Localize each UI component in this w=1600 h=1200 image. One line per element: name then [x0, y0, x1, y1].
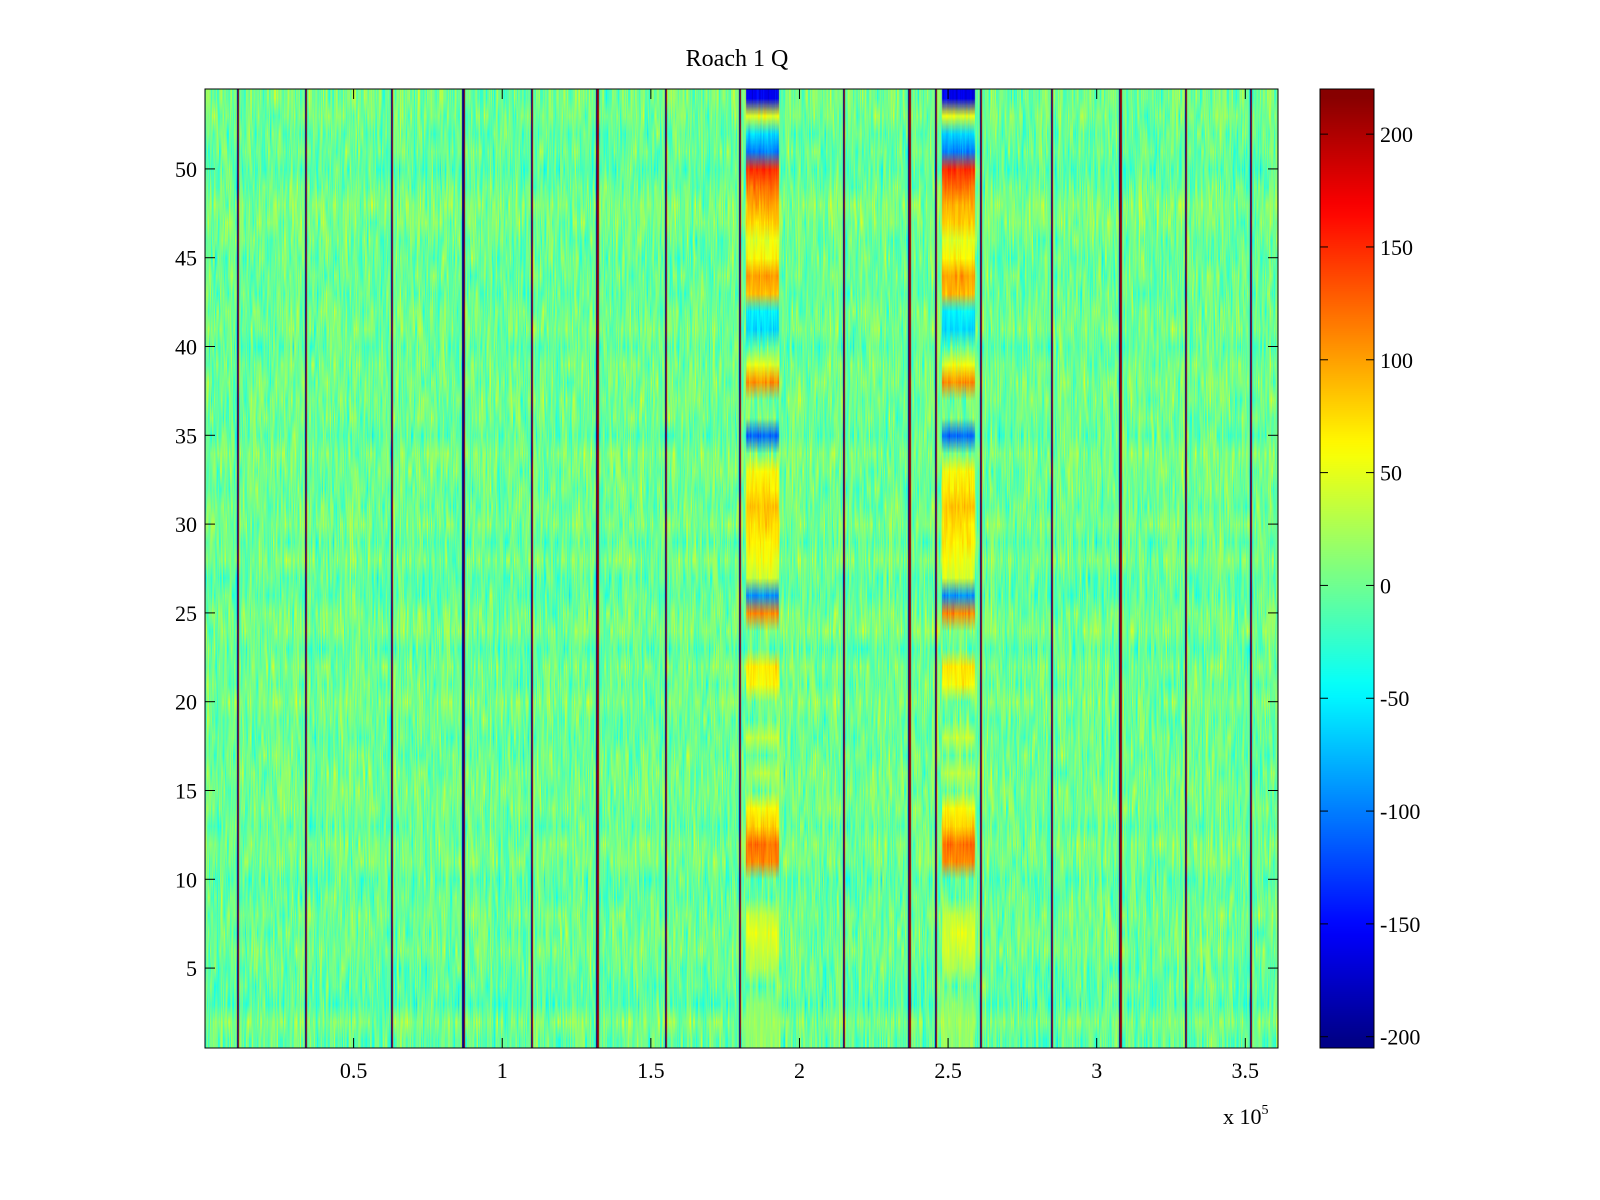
y-tick-label: 5 [186, 956, 197, 981]
colorbar-tick-label: 200 [1380, 122, 1413, 147]
y-tick-label: 25 [175, 601, 197, 626]
x-multiplier-exponent: 5 [1262, 1103, 1269, 1118]
x-multiplier-base: x 10 [1223, 1104, 1262, 1129]
y-tick-label: 15 [175, 778, 197, 803]
x-tick-label: 0.5 [340, 1058, 368, 1083]
x-tick-label: 1.5 [637, 1058, 665, 1083]
x-axis: 0.5 1 1.5 2 2.5 3 3.5 [340, 89, 1259, 1083]
colorbar-frame [1319, 88, 1375, 1049]
x-axis-multiplier: x 105 [1223, 1103, 1269, 1129]
colorbar-gradient [1320, 89, 1374, 1048]
x-tick-label: 3.5 [1232, 1058, 1260, 1083]
colorbar-tick-label: 100 [1380, 348, 1413, 373]
colorbar-ticks: -200 -150 -100 -50 0 50 100 150 200 [1320, 122, 1420, 1050]
colorbar-tick-label: 50 [1380, 461, 1402, 486]
colorbar-tick-label: -100 [1380, 799, 1420, 824]
colorbar-tick-label: -200 [1380, 1025, 1420, 1050]
y-tick-label: 40 [175, 335, 197, 360]
x-tick-label: 1 [497, 1058, 508, 1083]
colorbar: -200 -150 -100 -50 0 50 100 150 200 [1319, 88, 1420, 1050]
x-tick-label: 3 [1091, 1058, 1102, 1083]
colorbar-tick-label: -150 [1380, 912, 1420, 937]
y-tick-label: 30 [175, 512, 197, 537]
plot-frame [204, 88, 1279, 1049]
x-tick-label: 2.5 [934, 1058, 962, 1083]
heatmap-cells [205, 89, 1278, 1048]
colorbar-tick-label: -50 [1380, 686, 1409, 711]
chart-title: Roach 1 Q [686, 46, 789, 72]
y-tick-label: 45 [175, 246, 197, 271]
x-tick-label: 2 [794, 1058, 805, 1083]
y-tick-label: 10 [175, 867, 197, 892]
y-tick-label: 50 [175, 157, 197, 182]
y-tick-label: 20 [175, 690, 197, 715]
y-tick-label: 35 [175, 423, 197, 448]
y-axis: 5 10 15 20 25 30 35 40 45 50 [175, 157, 1278, 981]
colorbar-tick-label: 0 [1380, 573, 1391, 598]
colorbar-tick-label: 150 [1380, 235, 1413, 260]
heatmap-plot-area [204, 88, 1279, 1049]
